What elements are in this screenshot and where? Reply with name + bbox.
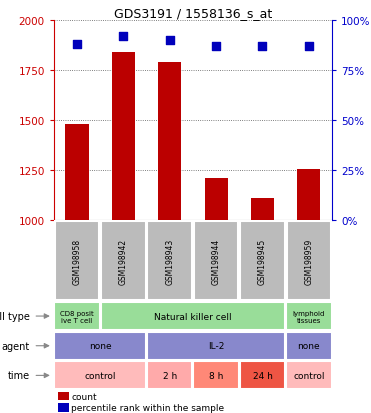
Bar [54, 302, 100, 330]
Text: 24 h: 24 h [253, 371, 272, 380]
Point [74, 41, 80, 48]
Bar [147, 332, 285, 360]
Text: GSM198945: GSM198945 [258, 238, 267, 284]
Bar [286, 332, 332, 360]
Text: control: control [293, 371, 325, 380]
Bar [54, 332, 146, 360]
Bar [59, 403, 69, 412]
Bar [147, 361, 193, 389]
Text: 8 h: 8 h [209, 371, 223, 380]
Bar [240, 361, 285, 389]
Text: IL-2: IL-2 [208, 342, 224, 350]
Text: agent: agent [1, 341, 30, 351]
Text: GSM198943: GSM198943 [165, 238, 174, 284]
Point [213, 43, 219, 50]
Text: control: control [85, 371, 116, 380]
Bar [194, 222, 239, 301]
Text: count: count [71, 392, 97, 401]
Title: GDS3191 / 1558136_s_at: GDS3191 / 1558136_s_at [114, 7, 272, 19]
Text: none: none [89, 342, 111, 350]
Bar [59, 392, 69, 401]
Bar [204, 179, 228, 221]
Text: cell type: cell type [0, 311, 30, 321]
Bar [193, 361, 239, 389]
Bar [286, 361, 332, 389]
Bar [297, 170, 321, 221]
Bar [158, 63, 181, 221]
Bar [286, 302, 332, 330]
Point [306, 43, 312, 50]
Bar [251, 199, 274, 221]
Bar [55, 222, 99, 301]
Text: GSM198942: GSM198942 [119, 238, 128, 284]
Text: none: none [298, 342, 320, 350]
Bar [101, 222, 145, 301]
Bar [286, 222, 331, 301]
Text: Natural killer cell: Natural killer cell [154, 312, 232, 321]
Point [120, 33, 126, 40]
Bar [101, 302, 285, 330]
Bar [54, 361, 146, 389]
Text: CD8 posit
ive T cell: CD8 posit ive T cell [60, 310, 94, 323]
Text: GSM198944: GSM198944 [211, 238, 221, 284]
Text: percentile rank within the sample: percentile rank within the sample [71, 403, 224, 412]
Bar [148, 222, 192, 301]
Text: GSM198958: GSM198958 [72, 238, 82, 284]
Bar [240, 222, 285, 301]
Text: time: time [7, 370, 30, 380]
Point [259, 43, 265, 50]
Text: lymphoid
tissues: lymphoid tissues [293, 310, 325, 323]
Point [167, 38, 173, 44]
Text: 2 h: 2 h [162, 371, 177, 380]
Bar [112, 53, 135, 221]
Text: GSM198959: GSM198959 [304, 238, 313, 284]
Bar [65, 125, 89, 221]
